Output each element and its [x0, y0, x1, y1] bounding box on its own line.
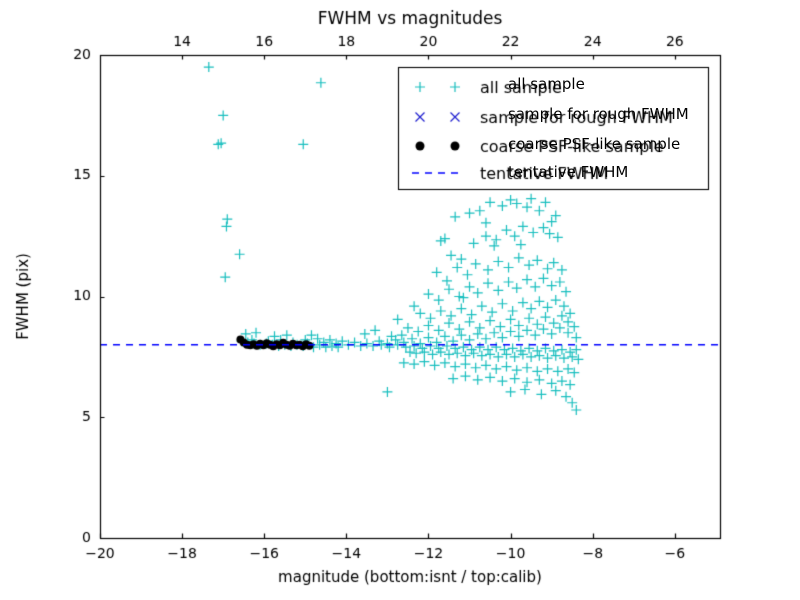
x-tick-label: −8 — [568, 545, 618, 561]
top-tick-label: 14 — [157, 33, 207, 49]
top-tick-label: 22 — [486, 33, 536, 49]
legend-entry-tentative-fwhm: tentative FWHM — [398, 159, 708, 189]
legend-entry-all-sample: all sample — [398, 71, 708, 101]
x-tick-label: −12 — [403, 545, 453, 561]
x-tick-label: −10 — [486, 545, 536, 561]
y-tick-label: 15 — [30, 167, 90, 183]
y-tick-label: 10 — [30, 288, 90, 304]
legend-label-coarse-psf: coarse PSF-like sample — [508, 135, 681, 153]
top-tick-label: 26 — [650, 33, 700, 49]
chart-title: FWHM vs magnitudes — [0, 8, 800, 28]
y-tick-label: 0 — [30, 529, 90, 545]
legend-entry-rough-fwhm: sample for rough FWHM — [398, 101, 708, 131]
chart-legend: all sample sample for rough FWHM coarse … — [398, 67, 708, 189]
x-axis-label: magnitude (bottom:isnt / top:calib) — [0, 566, 800, 584]
x-tick-label: −18 — [157, 545, 207, 561]
x-tick-label: −6 — [650, 545, 700, 561]
legend-label-all-sample: all sample — [508, 75, 585, 93]
top-tick-label: 18 — [321, 33, 371, 49]
top-tick-label: 20 — [403, 33, 453, 49]
top-tick-label: 24 — [568, 33, 618, 49]
x-tick-label: −16 — [239, 545, 289, 561]
y-tick-label: 20 — [30, 46, 90, 62]
legend-label-rough-fwhm: sample for rough FWHM — [508, 105, 689, 123]
x-tick-label: −20 — [75, 545, 125, 561]
top-tick-label: 16 — [239, 33, 289, 49]
legend-label-tentative-fwhm: tentative FWHM — [508, 163, 629, 181]
y-tick-label: 5 — [30, 408, 90, 424]
x-tick-label: −14 — [321, 545, 371, 561]
legend-entry-coarse-psf: coarse PSF-like sample — [398, 131, 708, 161]
